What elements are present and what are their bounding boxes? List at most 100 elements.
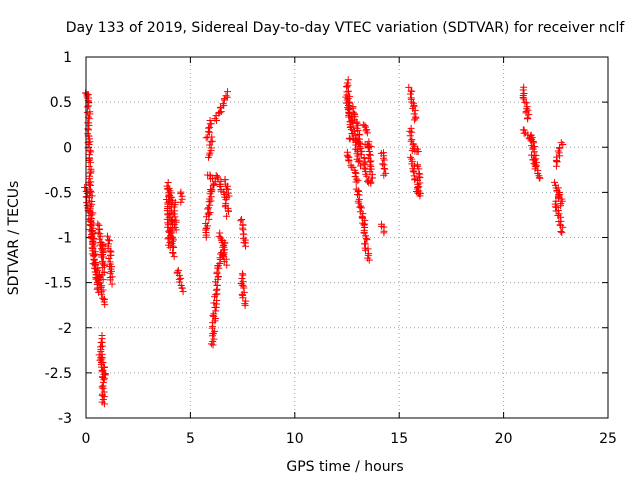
y-tick-label: -2 xyxy=(58,321,72,337)
x-tick-labels: 0 5 10 15 20 25 xyxy=(82,431,617,447)
data-point xyxy=(177,198,185,206)
data-point xyxy=(106,251,114,259)
data-point xyxy=(81,183,89,191)
data-point xyxy=(525,111,533,119)
data-point xyxy=(411,106,419,114)
data-point xyxy=(108,280,116,288)
data-point xyxy=(527,132,535,140)
data-point xyxy=(212,286,220,294)
y-tick-label: 0.5 xyxy=(50,95,72,111)
data-point xyxy=(357,162,365,170)
data-point xyxy=(209,312,217,320)
data-point xyxy=(344,95,352,103)
data-point xyxy=(178,195,186,203)
data-point xyxy=(202,219,210,227)
data-point xyxy=(179,288,187,296)
data-point xyxy=(352,169,360,177)
data-point xyxy=(238,215,246,223)
data-point xyxy=(223,194,231,202)
data-point xyxy=(100,253,108,261)
data-point xyxy=(241,301,249,309)
data-point xyxy=(106,237,113,245)
data-point xyxy=(555,210,563,218)
data-point xyxy=(521,98,529,106)
data-point xyxy=(217,177,225,185)
data-point xyxy=(522,99,530,107)
chart-title: Day 133 of 2019, Sidereal Day-to-day VTE… xyxy=(66,20,626,36)
y-tick-label: -1 xyxy=(58,231,72,247)
data-point xyxy=(86,221,94,229)
data-point xyxy=(555,218,563,226)
data-point xyxy=(380,171,388,179)
data-point xyxy=(177,274,185,282)
data-point xyxy=(164,178,172,186)
data-point xyxy=(101,371,109,379)
plot-frame xyxy=(85,56,609,419)
data-point xyxy=(528,151,536,159)
data-point xyxy=(415,173,423,181)
data-point xyxy=(352,178,360,186)
data-point xyxy=(207,120,215,128)
data-point xyxy=(214,272,222,280)
data-point xyxy=(225,207,233,215)
data-point xyxy=(164,235,172,243)
data-point xyxy=(99,294,107,302)
data-point xyxy=(555,144,563,152)
data-point xyxy=(407,153,415,161)
data-point xyxy=(364,144,372,152)
data-point xyxy=(240,234,248,242)
data-point xyxy=(98,383,106,391)
data-point xyxy=(100,260,108,268)
data-point xyxy=(345,134,353,142)
data-point xyxy=(237,217,245,225)
data-point xyxy=(406,90,414,98)
data-point xyxy=(95,275,103,283)
data-point xyxy=(553,187,561,195)
data-point xyxy=(86,158,94,166)
data-point xyxy=(559,223,567,231)
data-point xyxy=(99,286,107,294)
data-point xyxy=(416,192,424,200)
data-point xyxy=(365,151,373,159)
data-point xyxy=(202,134,210,142)
data-point xyxy=(409,167,417,175)
data-point xyxy=(98,271,106,279)
x-tick-label: 25 xyxy=(599,431,617,447)
data-point xyxy=(211,304,219,312)
data-point xyxy=(85,141,93,149)
data-point xyxy=(94,266,102,274)
data-point xyxy=(345,157,353,165)
data-point xyxy=(406,132,414,140)
data-point xyxy=(520,95,528,103)
data-point xyxy=(407,124,415,132)
data-point xyxy=(412,114,420,122)
data-point xyxy=(204,124,212,132)
data-point xyxy=(551,178,559,186)
data-point xyxy=(354,187,362,195)
data-point xyxy=(208,186,216,194)
data-point xyxy=(170,253,178,261)
data-point xyxy=(410,116,418,124)
data-point xyxy=(363,172,371,180)
data-point xyxy=(365,138,373,146)
data-point xyxy=(558,229,566,237)
data-point xyxy=(238,275,246,283)
data-point xyxy=(167,229,175,237)
data-point xyxy=(216,182,224,190)
data-point xyxy=(171,213,179,221)
data-point xyxy=(86,169,94,177)
data-point xyxy=(368,174,376,182)
data-point xyxy=(100,393,108,401)
y-tick-label: 1 xyxy=(63,50,72,66)
data-point xyxy=(239,224,247,232)
data-point xyxy=(220,95,228,103)
data-point xyxy=(557,202,565,210)
data-point xyxy=(210,310,218,318)
data-point xyxy=(169,249,177,257)
data-point xyxy=(528,135,536,143)
x-tick-label: 0 xyxy=(82,431,91,447)
data-point xyxy=(224,88,232,96)
data-point xyxy=(360,164,368,172)
data-point xyxy=(242,242,250,250)
data-point xyxy=(106,276,114,284)
